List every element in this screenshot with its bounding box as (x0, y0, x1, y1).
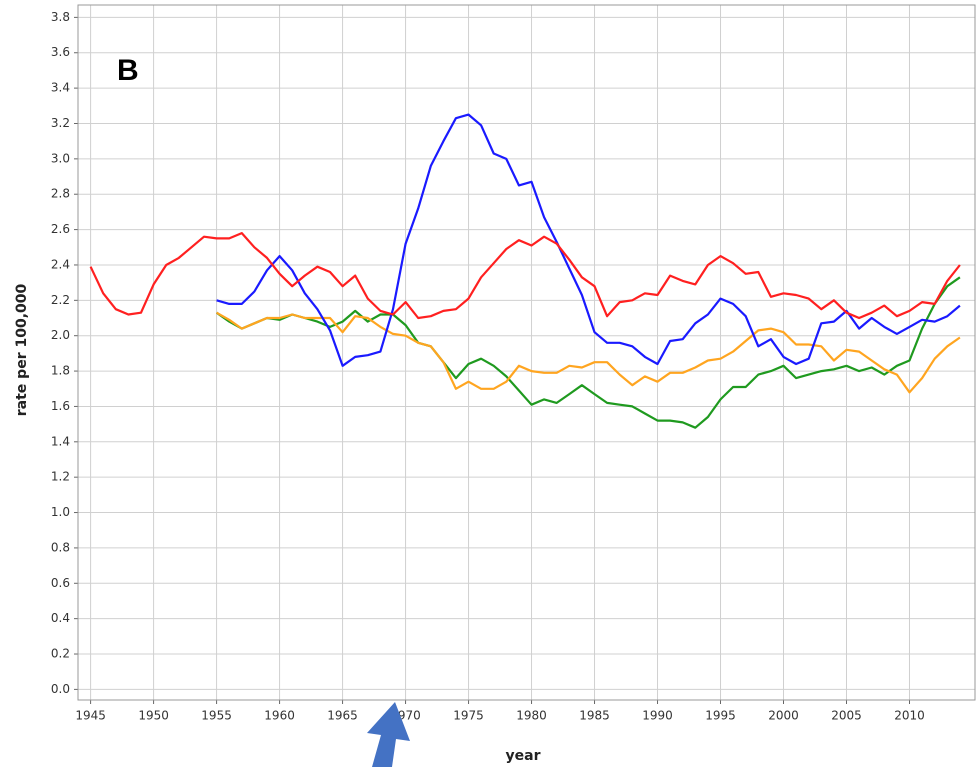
y-tick-label: 2.4 (51, 257, 70, 271)
y-tick-label: 3.4 (51, 81, 70, 95)
x-axis-title: year (506, 748, 541, 764)
y-tick-label: 0.8 (51, 540, 70, 554)
series-line (215, 276, 961, 429)
y-tick-label: 1.6 (51, 399, 70, 413)
y-tick-label: 1.0 (51, 505, 70, 519)
x-tick-label: 1995 (705, 709, 736, 723)
arrow (367, 702, 410, 767)
x-tick-label: 1980 (516, 709, 547, 723)
y-tick-label: 1.2 (51, 470, 70, 484)
plot-frame (77, 4, 976, 701)
y-tick-label: 3.8 (51, 10, 70, 24)
panel-label: B (117, 54, 139, 87)
y-tick-label: 1.4 (51, 434, 70, 448)
x-tick-label: 1950 (138, 709, 169, 723)
x-tick-label: 1955 (201, 709, 232, 723)
x-tick-label: 2000 (768, 709, 799, 723)
y-tick-label: 0.0 (51, 682, 70, 696)
y-tick-label: 2.8 (51, 187, 70, 201)
x-tick-label: 2010 (894, 709, 925, 723)
x-tick-label: 1975 (453, 709, 484, 723)
x-tick-label: 1990 (642, 709, 673, 723)
y-tick-label: 3.0 (51, 151, 70, 165)
y-tick-label: 2.0 (51, 328, 70, 342)
y-tick-label: 3.6 (51, 45, 70, 59)
x-tick-label: 1960 (264, 709, 295, 723)
y-tick-label: 2.6 (51, 222, 70, 236)
x-tick-label: 1945 (75, 709, 106, 723)
series-line (216, 113, 961, 367)
y-tick-label: 0.4 (51, 611, 70, 625)
y-tick-label: 1.8 (51, 364, 70, 378)
x-tick-label: 2005 (831, 709, 862, 723)
x-tick-label: 1965 (327, 709, 358, 723)
y-tick-label: 0.6 (51, 576, 70, 590)
y-tick-label: 0.2 (51, 647, 70, 661)
x-tick-label: 1985 (579, 709, 610, 723)
series-line (216, 311, 961, 394)
y-tick-label: 3.2 (51, 116, 70, 130)
y-tick-label: 2.2 (51, 293, 70, 307)
series-line (89, 232, 961, 320)
y-axis-title: rate per 100,000 (14, 284, 30, 417)
